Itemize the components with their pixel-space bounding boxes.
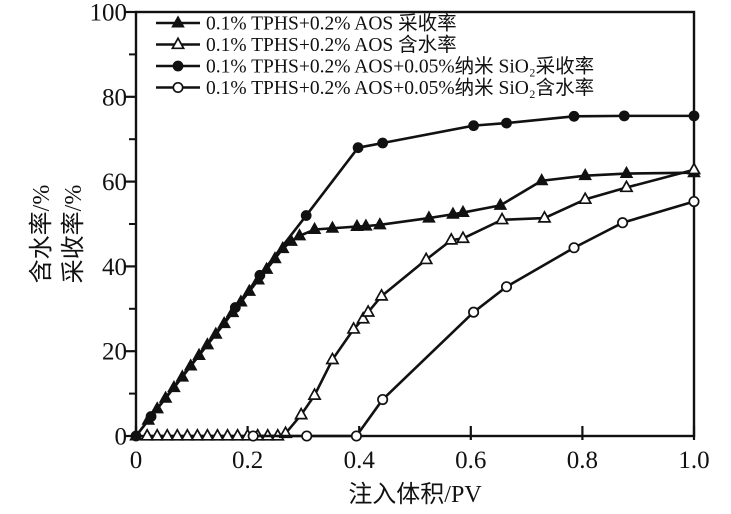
legend-entry: 0.1% TPHS+0.2% AOS 含水率 — [156, 34, 457, 56]
marker-triangle-open — [374, 288, 389, 301]
marker-circle-open — [500, 281, 513, 293]
marker-circle-filled — [568, 110, 580, 122]
marker-triangle-filled — [456, 204, 470, 218]
x-axis-tick-label: 0.8 — [567, 447, 598, 474]
marker-circle-filled — [300, 210, 312, 221]
marker-triangle-open — [190, 428, 205, 441]
marker-triangle-open — [140, 428, 155, 441]
marker-circle-filled — [130, 430, 142, 442]
y-axis-tick-label: 20 — [102, 339, 127, 366]
marker-triangle-open — [578, 191, 593, 205]
marker-triangle-filled — [325, 220, 340, 233]
marker-triangle-filled — [446, 206, 460, 219]
marker-triangle-open — [180, 428, 195, 441]
legend-label: 0.1% TPHS+0.2% AOS+0.05%纳米 SiO₂含水率 — [206, 77, 594, 99]
series-line-2 — [134, 114, 696, 438]
marker-triangle-filled — [373, 217, 387, 230]
marker-triangle-filled — [292, 228, 307, 241]
marker-circle-filled — [377, 137, 389, 149]
x-axis-tick-label: 0 — [130, 447, 143, 474]
marker-triangle-open — [210, 428, 225, 441]
marker-triangle-open — [220, 428, 235, 441]
marker-triangle-filled — [359, 218, 373, 231]
marker-triangle-open — [537, 210, 552, 223]
marker-triangle-open — [230, 428, 245, 441]
marker-triangle-open — [170, 428, 185, 441]
marker-circle-open — [172, 81, 184, 94]
marker-triangle-open — [294, 406, 309, 420]
marker-circle-filled — [145, 411, 157, 422]
marker-triangle-open — [325, 351, 340, 365]
marker-triangle-filled — [619, 165, 634, 179]
marker-circle-filled — [352, 142, 364, 154]
marker-triangle-open — [346, 321, 361, 334]
legend-entry: 0.1% TPHS+0.2% AOS+0.05%纳米 SiO₂含水率 — [156, 77, 594, 99]
marker-triangle-filled — [578, 168, 592, 181]
marker-circle-open — [688, 195, 700, 208]
marker-triangle-open — [455, 230, 471, 244]
marker-triangle-open — [494, 211, 510, 225]
series-1 — [140, 161, 702, 441]
series-3 — [247, 195, 700, 442]
y-axis-tick-label: 60 — [102, 169, 127, 196]
marker-circle-filled — [468, 120, 479, 132]
y-axis-tick-label: 80 — [102, 84, 127, 111]
marker-circle-filled — [618, 110, 630, 122]
marker-circle-filled — [501, 117, 512, 129]
marker-triangle-open — [170, 36, 186, 50]
x-axis-tick-label: 1.0 — [678, 447, 709, 474]
y-axis-tick-label: 0 — [115, 424, 128, 451]
marker-triangle-open — [150, 428, 165, 441]
marker-circle-open — [468, 306, 480, 318]
marker-triangle-open — [686, 161, 702, 175]
legend-label: 0.1% TPHS+0.2% AOS+0.05%纳米 SiO₂采收率 — [206, 56, 594, 78]
marker-circle-open — [247, 430, 259, 442]
marker-triangle-filled — [493, 197, 508, 210]
y-axis-tick-label: 40 — [102, 254, 127, 281]
marker-circle-open — [617, 217, 629, 229]
marker-circle-filled — [172, 60, 184, 72]
marker-circle-filled — [229, 302, 241, 313]
legend-entry: 0.1% TPHS+0.2% AOS+0.05%纳米 SiO₂采收率 — [156, 56, 594, 78]
legend-label: 0.1% TPHS+0.2% AOS 采收率 — [206, 13, 457, 35]
legend-label: 0.1% TPHS+0.2% AOS 含水率 — [206, 34, 457, 56]
y-axis-title-line: 含水率/% — [28, 185, 55, 284]
marker-circle-filled — [254, 269, 266, 281]
marker-triangle-filled — [422, 210, 436, 223]
y-axis-tick-label: 100 — [90, 0, 128, 27]
marker-triangle-open — [200, 428, 215, 441]
marker-triangle-open — [307, 387, 322, 400]
series-2 — [130, 110, 700, 442]
marker-triangle-open — [444, 232, 459, 245]
marker-circle-filled — [688, 110, 700, 122]
x-axis-title: 注入体积/PV — [348, 481, 482, 508]
x-axis-tick-label: 0.6 — [455, 447, 486, 474]
marker-triangle-filled — [534, 173, 549, 186]
y-axis-title-line: 采收率/% — [60, 185, 87, 284]
marker-circle-open — [301, 430, 313, 442]
marker-circle-open — [377, 393, 389, 406]
marker-triangle-open — [419, 251, 434, 265]
marker-triangle-filled — [350, 218, 364, 232]
marker-triangle-filled — [171, 15, 185, 28]
x-axis-tick-label: 0.4 — [344, 447, 376, 474]
marker-triangle-open — [619, 179, 634, 193]
marker-circle-open — [350, 430, 362, 442]
marker-triangle-open — [356, 311, 371, 324]
legend-entry: 0.1% TPHS+0.2% AOS 采收率 — [156, 13, 457, 35]
marker-triangle-filled — [307, 221, 322, 235]
marker-triangle-open — [160, 428, 175, 441]
marker-circle-open — [568, 242, 580, 254]
marker-triangle-open — [361, 304, 376, 317]
x-axis-tick-label: 0.2 — [232, 447, 263, 474]
